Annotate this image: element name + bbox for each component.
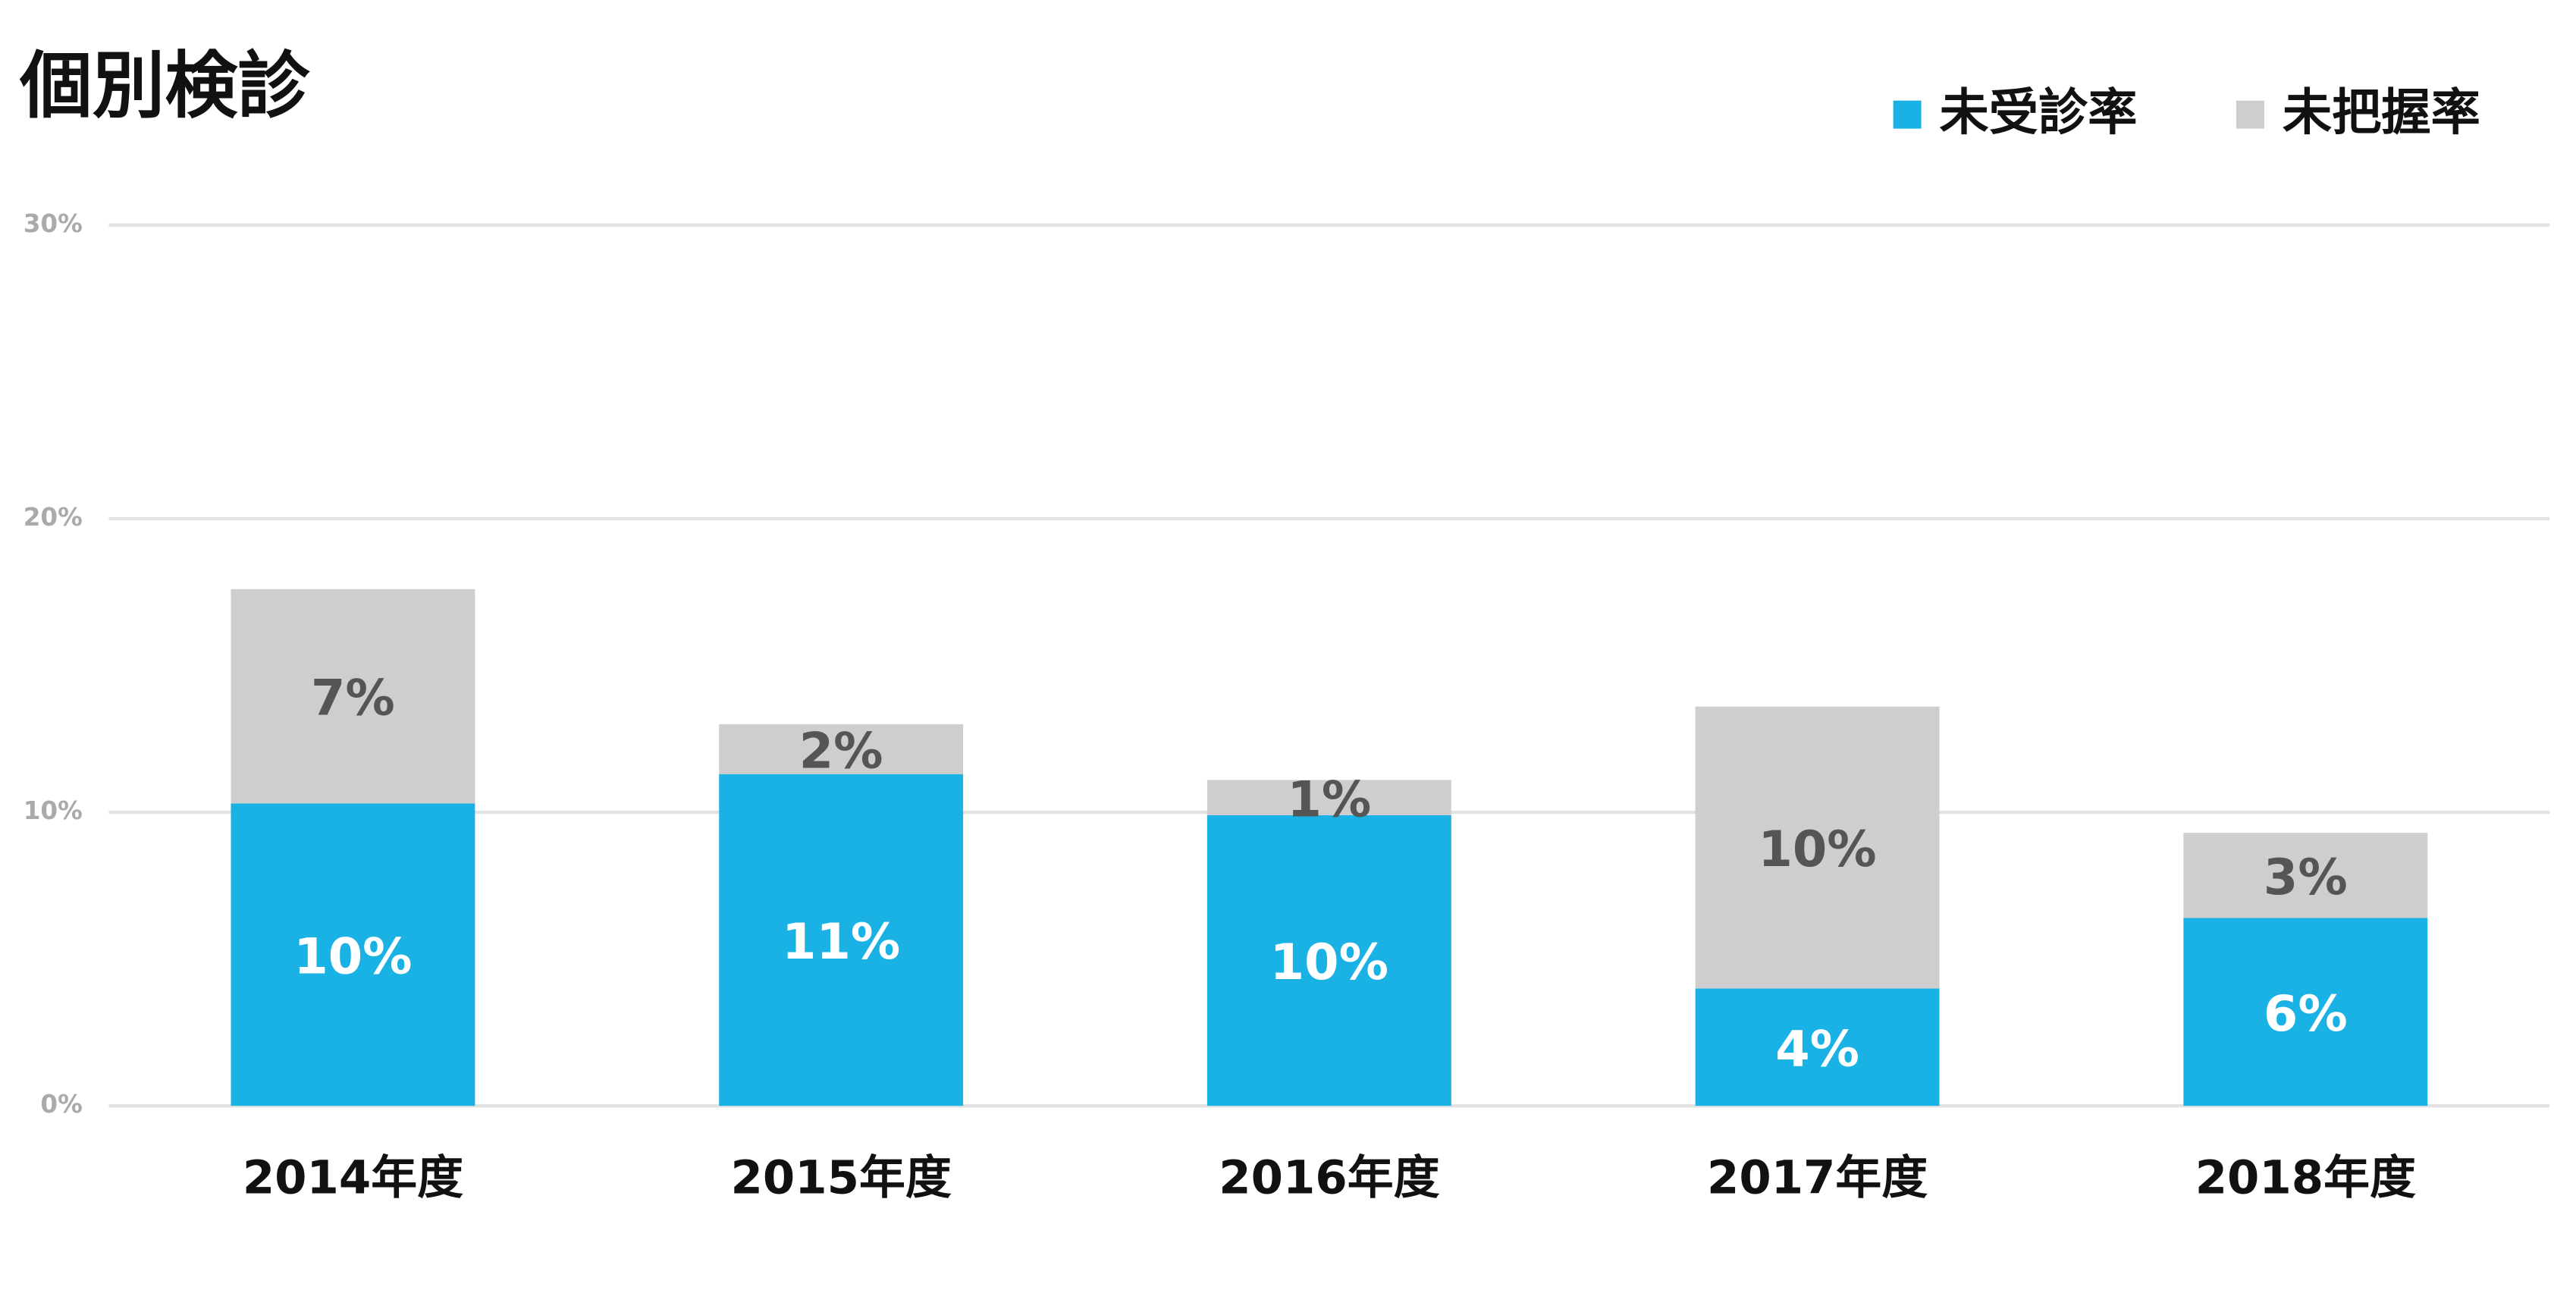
bar-segment xyxy=(719,774,964,1106)
bar-segment xyxy=(1695,706,1940,989)
y-tick-label: 10% xyxy=(24,796,83,825)
data-label: 3% xyxy=(2264,849,2348,906)
x-tick-label: 2014年度 xyxy=(243,1151,463,1205)
bar-segment xyxy=(719,723,964,774)
x-tick-label: 2015年度 xyxy=(731,1151,952,1205)
y-tick-label: 20% xyxy=(24,503,83,532)
bar-segment xyxy=(2183,918,2428,1106)
data-label: 10% xyxy=(1270,934,1388,991)
x-tick-label: 2016年度 xyxy=(1219,1151,1439,1205)
data-label: 4% xyxy=(1775,1020,1859,1078)
bar-segment xyxy=(231,803,475,1106)
x-tick-label: 2018年度 xyxy=(2195,1151,2416,1205)
legend-swatch xyxy=(2236,100,2264,129)
legend-swatch xyxy=(1893,100,1922,129)
bar-segment xyxy=(231,589,475,804)
legend-label: 未受診率 xyxy=(1940,83,2138,141)
legend-label: 未把握率 xyxy=(2283,83,2480,141)
bar-segment xyxy=(1206,780,1451,815)
x-tick-label: 2017年度 xyxy=(1707,1151,1928,1205)
bar-segment xyxy=(1695,988,1940,1106)
data-label: 10% xyxy=(293,928,412,985)
y-tick-label: 0% xyxy=(40,1090,82,1119)
bar-segment xyxy=(2183,833,2428,918)
data-label: 2% xyxy=(799,722,883,780)
y-tick-label: 30% xyxy=(24,209,83,238)
data-label: 6% xyxy=(2264,985,2348,1043)
chart-title: 個別検診 xyxy=(19,43,310,128)
data-label: 7% xyxy=(311,670,395,727)
data-label: 11% xyxy=(782,913,900,971)
data-label: 10% xyxy=(1759,821,1877,878)
data-label: 1% xyxy=(1287,771,1371,828)
bar-segment xyxy=(1206,815,1451,1106)
